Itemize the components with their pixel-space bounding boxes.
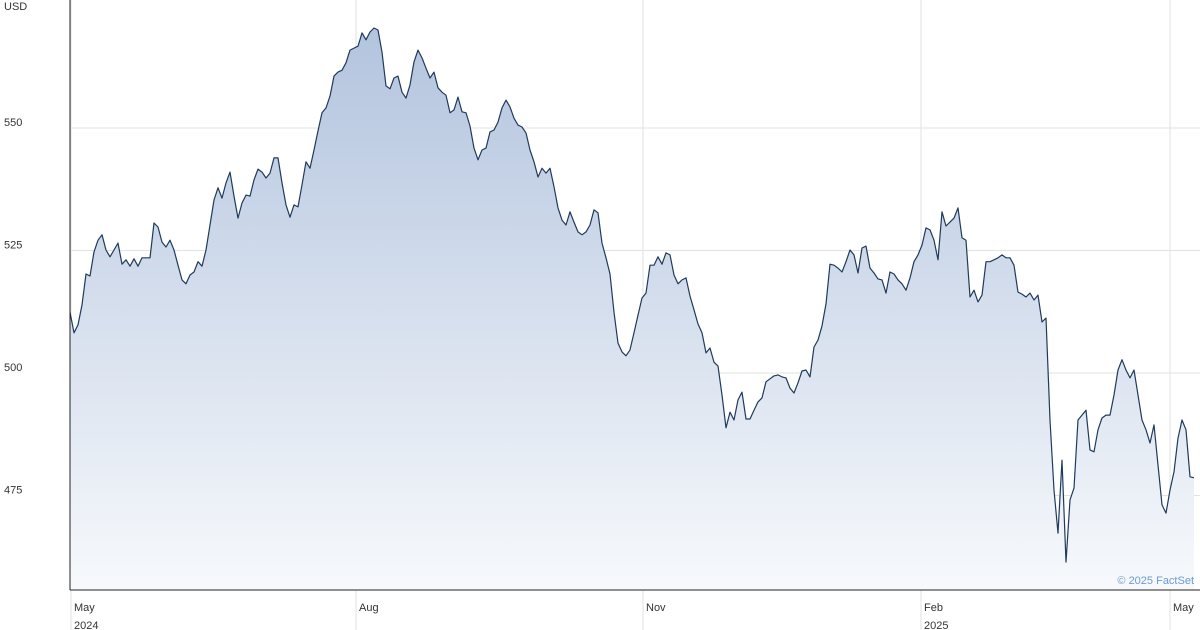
x-tick-label: Feb	[924, 602, 943, 614]
y-unit: USD	[4, 1, 27, 13]
price-line	[69, 27, 1195, 563]
area-fill	[70, 28, 1194, 590]
x-tick-label: May	[1173, 602, 1194, 614]
x-tick-label: Aug	[359, 602, 379, 614]
axes	[69, 0, 1200, 591]
x-tick-year: 2024	[74, 620, 98, 630]
credit: © 2025 FactSet	[1117, 575, 1194, 587]
y-tick-label: 550	[4, 117, 22, 129]
x-tick-label: Nov	[646, 602, 666, 614]
y-tick-label: 475	[4, 484, 22, 496]
y-tick-label: 500	[4, 362, 22, 374]
plot	[69, 27, 1195, 590]
y-tick-label: 525	[4, 239, 22, 251]
x-tick-label: May	[74, 602, 95, 614]
labels: USD © 2025 FactSet 475 500 525 550 May 2024 Au…	[4, 1, 1194, 630]
x-tick-year: 2025	[924, 620, 948, 630]
